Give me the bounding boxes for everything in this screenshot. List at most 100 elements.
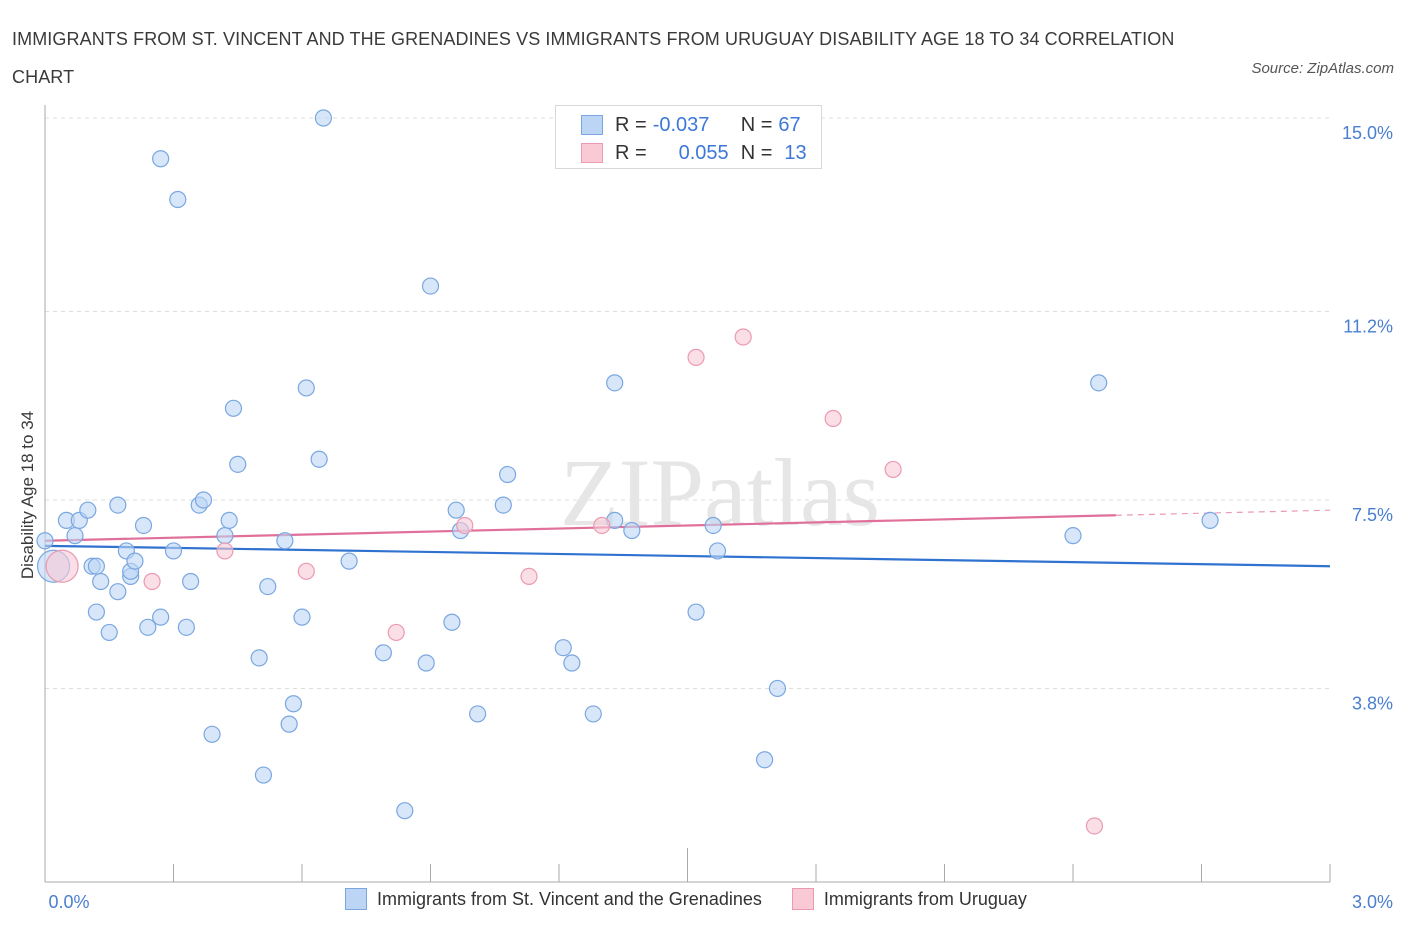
legend-n-value: 67: [778, 113, 801, 136]
data-point-st-vincent: [139, 618, 157, 636]
data-point-st-vincent: [606, 374, 624, 392]
data-point-st-vincent: [563, 654, 581, 672]
y-axis-label: Disability Age 18 to 34: [18, 411, 37, 579]
y-tick-label: 15.0%: [1342, 123, 1393, 143]
data-point-st-vincent: [768, 679, 787, 698]
legend-swatch-blue: [345, 888, 367, 910]
legend-label-st-vincent: Immigrants from St. Vincent and the Gren…: [377, 888, 762, 909]
data-point-st-vincent: [203, 725, 221, 743]
data-point-st-vincent: [1090, 374, 1108, 392]
data-point-st-vincent: [152, 608, 170, 626]
data-point-st-vincent: [36, 532, 54, 550]
data-point-st-vincent: [554, 639, 572, 657]
data-point-uruguay: [884, 460, 902, 479]
data-point-st-vincent: [134, 516, 153, 535]
data-point-st-vincent: [169, 190, 187, 209]
data-point-uruguay: [216, 542, 234, 560]
data-point-uruguay: [456, 516, 474, 535]
legend-n-label: N =: [740, 113, 773, 136]
data-point-st-vincent: [109, 583, 127, 601]
correlation-legend: R = -0.037 N = 67 R = 0.055 N = 13: [555, 105, 822, 169]
legend-label-uruguay: Immigrants from Uruguay: [823, 888, 1027, 909]
data-point-st-vincent: [216, 527, 234, 545]
data-point-st-vincent: [224, 399, 243, 417]
legend-item-st-vincent: Immigrants from St. Vincent and the Gren…: [345, 888, 762, 910]
legend-r-label: R =: [615, 113, 647, 136]
data-point-st-vincent: [447, 501, 465, 519]
data-point-st-vincent: [250, 649, 268, 667]
data-point-st-vincent: [152, 150, 170, 168]
data-point-st-vincent: [126, 552, 144, 570]
legend-n-label: N =: [740, 141, 773, 164]
data-point-st-vincent: [66, 527, 84, 545]
legend-swatch-pink: [791, 888, 814, 910]
x-tick-label: 3.0%: [1352, 892, 1393, 912]
data-point-st-vincent: [100, 623, 118, 642]
legend-r-label: R =: [615, 141, 647, 164]
data-point-st-vincent: [177, 618, 195, 636]
legend-swatch-blue: [581, 115, 603, 135]
legend-n-value: 13: [784, 141, 807, 164]
trend-line-uruguay-extension: [1115, 509, 1331, 516]
data-point-st-vincent: [284, 695, 303, 713]
data-point-uruguay: [143, 572, 161, 591]
data-point-st-vincent: [396, 802, 414, 820]
data-point-uruguay: [824, 409, 842, 428]
data-point-st-vincent: [417, 654, 435, 672]
data-point-uruguay: [593, 516, 611, 535]
data-point-uruguay: [297, 562, 315, 580]
data-point-uruguay: [734, 328, 752, 346]
data-point-st-vincent: [87, 603, 106, 621]
data-point-st-vincent: [164, 542, 183, 560]
data-point-uruguay: [387, 623, 405, 642]
data-point-uruguay: [1085, 817, 1104, 835]
legend-item-uruguay: Immigrants from Uruguay: [791, 888, 1027, 910]
source-label: Source: ZipAtlas.com: [1251, 60, 1394, 77]
data-point-st-vincent: [310, 450, 328, 468]
data-point-st-vincent: [297, 379, 315, 397]
x-tick-label: 0.0%: [48, 892, 89, 912]
data-point-st-vincent: [443, 613, 461, 631]
data-point-st-vincent: [293, 608, 311, 626]
data-point-st-vincent: [623, 521, 641, 540]
data-point-st-vincent: [704, 516, 722, 535]
data-point-st-vincent: [276, 532, 294, 550]
data-point-st-vincent: [92, 572, 110, 591]
y-tick-labels: 3.8% 7.5% 11.2% 15.0%: [1342, 123, 1393, 713]
data-point-st-vincent: [194, 491, 213, 509]
data-point-st-vincent: [280, 715, 298, 733]
data-point-st-vincent: [469, 705, 487, 723]
data-point-st-vincent: [494, 496, 512, 514]
series-legend: Immigrants from St. Vincent and the Gren…: [345, 888, 1057, 910]
data-point-st-vincent: [254, 766, 273, 784]
data-point-st-vincent: [499, 465, 517, 484]
legend-r-value: 0.055: [678, 141, 729, 164]
legend-swatch-pink: [581, 143, 603, 163]
data-point-st-vincent: [584, 705, 602, 723]
legend-row-pink: R = 0.055 N = 13: [581, 141, 807, 165]
y-tick-label: 11.2%: [1343, 317, 1393, 337]
data-point-st-vincent: [1201, 511, 1219, 529]
legend-r-value: -0.037: [652, 113, 710, 136]
chart-title: IMMIGRANTS FROM ST. VINCENT AND THE GREN…: [12, 29, 1175, 87]
data-point-uruguay: [687, 348, 705, 366]
data-point-uruguay: [520, 567, 538, 586]
data-point-st-vincent: [421, 277, 440, 295]
data-point-st-vincent: [687, 603, 705, 621]
data-point-st-vincent: [374, 644, 392, 662]
data-points: [36, 109, 1219, 835]
data-point-st-vincent: [79, 501, 97, 519]
data-point-st-vincent: [259, 577, 277, 596]
data-point-st-vincent: [87, 557, 106, 575]
data-point-st-vincent: [220, 511, 238, 529]
data-point-st-vincent: [109, 496, 127, 514]
data-point-st-vincent: [755, 751, 774, 769]
data-point-st-vincent: [314, 109, 333, 127]
y-tick-label: 7.5%: [1352, 505, 1393, 525]
axes: [44, 105, 1331, 883]
data-point-uruguay: [45, 549, 79, 583]
data-point-st-vincent: [1064, 527, 1082, 545]
data-point-st-vincent: [708, 542, 727, 560]
data-point-st-vincent: [182, 572, 200, 591]
